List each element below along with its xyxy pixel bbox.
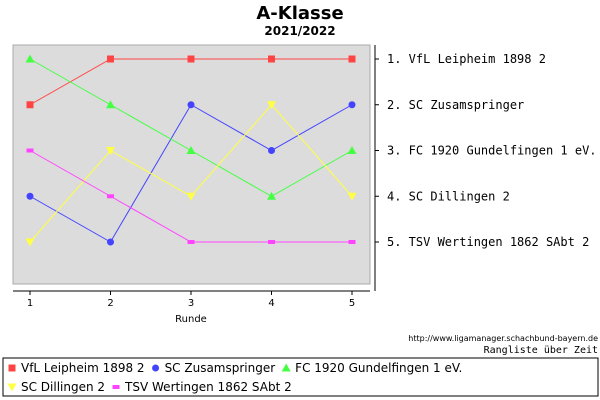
data-point <box>186 192 196 201</box>
data-point <box>267 101 276 110</box>
x-tick-label: 5 <box>349 298 355 309</box>
rank-label: 5. TSV Wertingen 1862 SAbt 2 <box>387 235 589 249</box>
data-point <box>348 240 356 244</box>
data-point <box>106 147 115 155</box>
data-point <box>187 55 195 63</box>
data-point <box>268 147 275 154</box>
rank-label: 4. SC Dillingen 2 <box>387 189 510 203</box>
legend: VfL Leipheim 1898 2 SC Zusamspringer FC 19… <box>7 361 462 394</box>
chart-subtitle: 2021/2022 <box>264 24 335 38</box>
legend-marker <box>7 383 17 392</box>
rank-label: 2. SC Zusamspringer <box>387 98 524 112</box>
x-tick-label: 2 <box>107 298 113 309</box>
x-axis-label: Runde <box>175 314 207 325</box>
series-markers <box>25 54 357 247</box>
legend-label: SC Dillingen 2 <box>21 380 105 394</box>
legend-marker <box>112 385 120 389</box>
data-point <box>26 101 34 109</box>
legend-item: SC Dillingen 2 <box>7 380 105 394</box>
data-point <box>347 146 357 154</box>
legend-item: SC Zusamspringer <box>152 361 275 375</box>
data-point <box>187 240 195 244</box>
legend-marker <box>281 363 291 372</box>
data-point <box>186 146 196 154</box>
legend-label: TSV Wertingen 1862 SAbt 2 <box>124 380 292 394</box>
legend-item: VfL Leipheim 1898 2 <box>8 361 145 375</box>
x-tick-label: 4 <box>268 298 274 309</box>
data-point <box>107 238 114 246</box>
data-point <box>25 54 35 63</box>
rank-labels: 1. VfL Leipheim 1898 2 2. SC Zusamspringe… <box>375 52 597 249</box>
data-point <box>106 100 115 109</box>
data-point <box>268 240 275 244</box>
chart-title: A-Klasse <box>256 3 343 24</box>
data-point <box>267 191 276 200</box>
plot-area <box>12 44 371 285</box>
legend-label: SC Zusamspringer <box>165 361 276 375</box>
legend-marker <box>152 364 160 372</box>
data-point <box>26 192 34 200</box>
data-point <box>268 55 275 63</box>
legend-label: VfL Leipheim 1898 2 <box>21 361 145 375</box>
legend-item: TSV Wertingen 1862 SAbt 2 <box>112 380 292 394</box>
legend-box <box>2 357 599 397</box>
legend-item: FC 1920 Gundelfingen 1 eV. <box>281 361 462 375</box>
data-point <box>348 101 356 109</box>
rank-label: 3. FC 1920 Gundelfingen 1 eV. <box>387 144 597 158</box>
x-tick-label: 1 <box>27 298 33 309</box>
rank-label: 1. VfL Leipheim 1898 2 <box>387 52 546 66</box>
chart-note: Rangliste über Zeit <box>484 345 598 356</box>
data-point <box>25 238 35 247</box>
legend-label: FC 1920 Gundelfingen 1 eV. <box>295 361 462 375</box>
source-url: http://www.ligamanager.schachbund-bayern… <box>408 334 598 343</box>
x-tick-label: 3 <box>188 298 194 309</box>
data-point <box>26 148 34 153</box>
data-point <box>348 55 356 63</box>
legend-marker <box>8 364 16 372</box>
data-point <box>187 101 195 109</box>
x-axis: 1 2 3 4 5 <box>13 290 370 309</box>
data-point <box>347 192 357 201</box>
data-point <box>107 194 114 199</box>
data-point <box>107 55 114 63</box>
